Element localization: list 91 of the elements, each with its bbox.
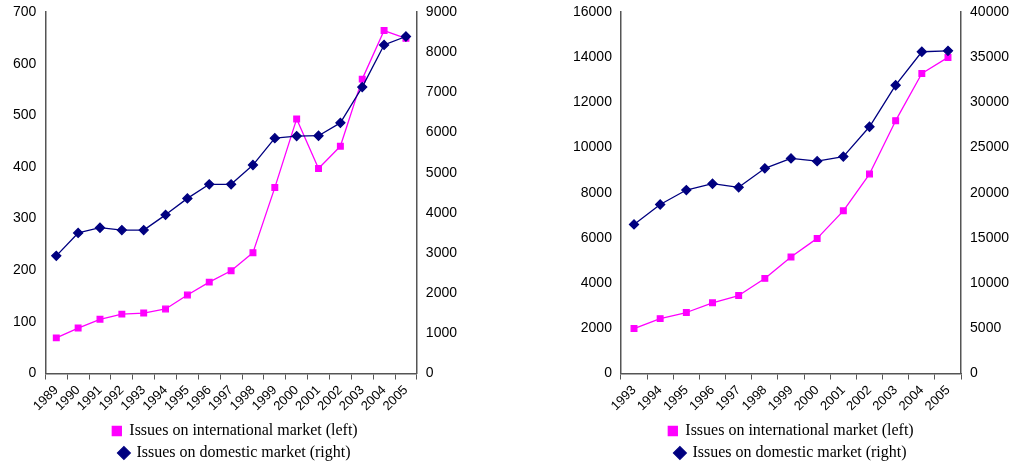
y2-tick-label: 20000 [970, 183, 1010, 200]
point [761, 274, 769, 282]
y-tick-label: 4000 [580, 274, 613, 290]
legend-label: Issues on international market (left) [129, 421, 358, 440]
point [709, 299, 716, 307]
y2-tick-label: 40000 [970, 2, 1010, 19]
point [839, 207, 847, 215]
point [116, 224, 127, 236]
point [335, 117, 346, 129]
point [656, 315, 664, 323]
y2-tick-label: 0 [425, 364, 434, 381]
point [52, 334, 60, 342]
y2-tick-label: 5000 [425, 163, 458, 180]
y2-tick-label: 1000 [425, 324, 458, 341]
y-tick-label: 500 [13, 106, 37, 123]
point [72, 227, 84, 239]
y-tick-label: 6000 [580, 228, 613, 245]
point [892, 117, 900, 125]
y2-tick-label: 6000 [425, 123, 458, 140]
point [271, 184, 279, 192]
point [182, 193, 193, 204]
y-tick-label: 300 [13, 209, 37, 226]
point [628, 219, 640, 230]
point [916, 46, 927, 57]
y2-tick-label: 0 [970, 364, 979, 381]
legend-label: Issues on domestic market (right) [136, 443, 351, 462]
y2-tick-label: 2000 [425, 284, 458, 301]
y-tick-label: 2000 [580, 319, 613, 336]
point [682, 309, 690, 316]
point [51, 250, 62, 261]
y-tick-label: 0 [28, 364, 37, 381]
y2-tick-label: 35000 [970, 48, 1010, 65]
point [942, 45, 954, 57]
y2-tick-label: 3000 [425, 243, 458, 260]
point [735, 292, 743, 300]
point [204, 179, 215, 190]
y-tick-label: 12000 [572, 93, 613, 110]
point [118, 310, 126, 318]
y-tick-label: 400 [13, 157, 37, 174]
point [378, 39, 390, 51]
y2-tick-label: 10000 [970, 274, 1010, 290]
y2-tick-label: 9000 [425, 2, 458, 19]
point [293, 115, 301, 123]
y-tick-label: 0 [604, 364, 613, 381]
y-tick-label: 700 [13, 2, 37, 19]
point [94, 222, 106, 233]
point [249, 249, 257, 257]
point [227, 267, 235, 275]
point [313, 130, 324, 141]
y-tick-label: 200 [13, 261, 37, 278]
point [707, 178, 718, 189]
y2-tick-label: 15000 [970, 228, 1010, 245]
point [864, 121, 875, 132]
point [380, 27, 388, 35]
point [785, 153, 797, 164]
point [336, 142, 344, 150]
point [357, 81, 368, 93]
point [162, 305, 170, 313]
point [247, 159, 259, 171]
point [838, 151, 849, 162]
point [269, 132, 280, 144]
point [918, 69, 926, 77]
point [890, 80, 901, 91]
point [759, 163, 770, 174]
legend-label: Issues on international market (left) [685, 421, 914, 440]
point [138, 224, 149, 236]
point [812, 155, 823, 167]
y2-tick-label: 30000 [970, 93, 1010, 110]
y-tick-label: 14000 [572, 48, 613, 65]
y2-tick-label: 5000 [970, 319, 1002, 336]
point [813, 234, 821, 242]
y2-tick-label: 4000 [425, 203, 458, 220]
y2-tick-label: 25000 [970, 138, 1010, 155]
point [315, 165, 322, 172]
y-tick-label: 8000 [580, 183, 613, 200]
y-tick-label: 100 [13, 312, 37, 329]
y2-tick-label: 8000 [425, 43, 458, 60]
point [205, 278, 213, 286]
legend-label: Issues on domestic market (right) [692, 443, 907, 462]
point [140, 309, 148, 317]
y-tick-label: 600 [13, 54, 37, 71]
point [733, 182, 744, 193]
y2-tick-label: 7000 [425, 83, 458, 100]
point [681, 184, 692, 196]
y-tick-label: 10000 [572, 138, 613, 155]
point [160, 209, 171, 220]
point [291, 130, 302, 142]
y-tick-label: 16000 [572, 2, 613, 19]
point [74, 324, 82, 332]
point [225, 179, 237, 190]
point [655, 199, 666, 210]
